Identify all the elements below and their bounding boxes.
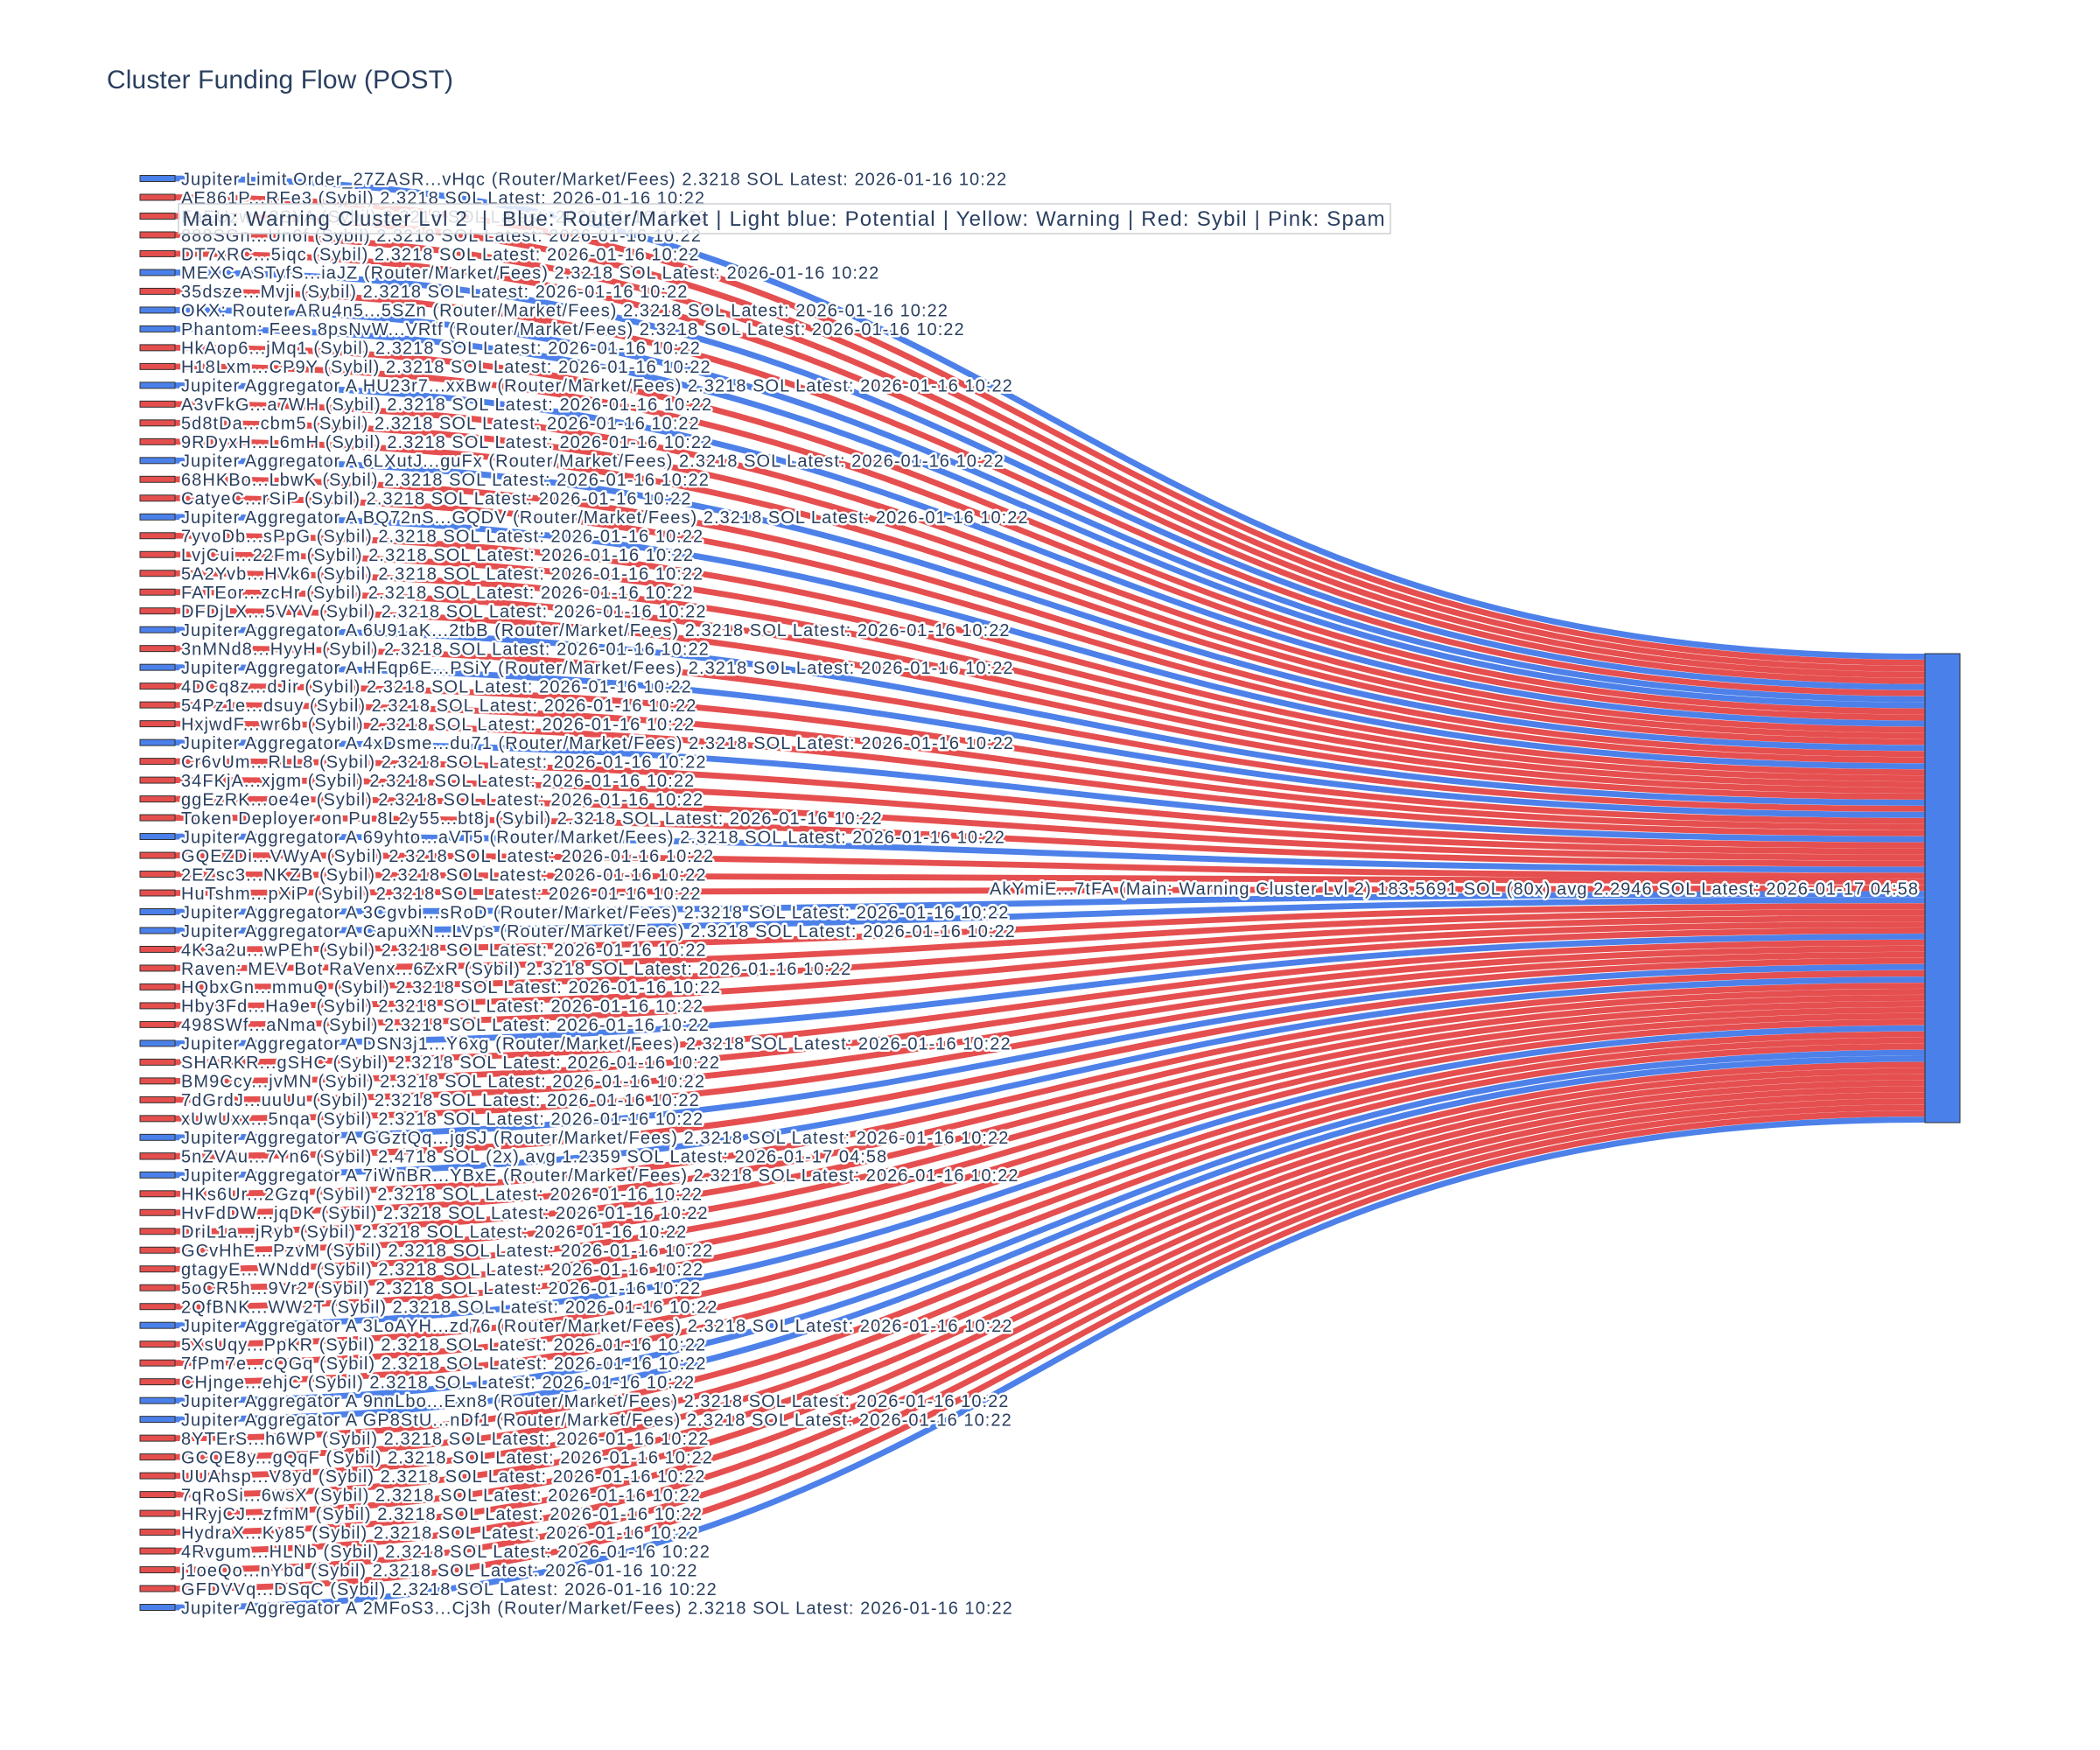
svg-text:2EZsc3...NKZB (Sybil) 2.3218 S: 2EZsc3...NKZB (Sybil) 2.3218 SOL Latest:… — [181, 865, 707, 885]
svg-text:7fPm7e...cQGq (Sybil) 2.3218 S: 7fPm7e...cQGq (Sybil) 2.3218 SOL Latest:… — [181, 1354, 707, 1374]
svg-text:DT7xRC...5iqc (Sybil) 2.3218 S: DT7xRC...5iqc (Sybil) 2.3218 SOL Latest:… — [181, 245, 700, 264]
svg-text:UUAhsp...V8yd (Sybil) 2.3218 S: UUAhsp...V8yd (Sybil) 2.3218 SOL Latest:… — [181, 1467, 705, 1487]
svg-text:HKs6Ur...2Gzq (Sybil) 2.3218 S: HKs6Ur...2Gzq (Sybil) 2.3218 SOL Latest:… — [181, 1186, 703, 1205]
svg-text:Jupiter Aggregator A HFqp6E...: Jupiter Aggregator A HFqp6E...PSiY (Rout… — [181, 659, 1014, 678]
svg-text:5d8tDa...cbm5 (Sybil) 2.3218 S: 5d8tDa...cbm5 (Sybil) 2.3218 SOL Latest:… — [181, 415, 700, 434]
svg-text:Jupiter Aggregator A 7iWnBR...: Jupiter Aggregator A 7iWnBR...YBxE (Rout… — [181, 1166, 1019, 1186]
svg-text:Cr6vUm...RLL8 (Sybil) 2.3218 S: Cr6vUm...RLL8 (Sybil) 2.3218 SOL Latest:… — [181, 752, 707, 772]
svg-text:OKX: Router ARu4n5...5SZn (Rou: OKX: Router ARu4n5...5SZn (Router/Market… — [181, 302, 948, 321]
svg-text:LvjCui...22Fm (Sybil) 2.3218 S: LvjCui...22Fm (Sybil) 2.3218 SOL Latest:… — [181, 546, 694, 565]
svg-text:HxjwdF...wr6b (Sybil) 2.3218 S: HxjwdF...wr6b (Sybil) 2.3218 SOL Latest:… — [181, 715, 695, 734]
svg-text:Hby3Fd...Ha9e (Sybil) 2.3218 S: Hby3Fd...Ha9e (Sybil) 2.3218 SOL Latest:… — [181, 998, 704, 1017]
svg-text:HRyjCJ...zfmM (Sybil) 2.3218 S: HRyjCJ...zfmM (Sybil) 2.3218 SOL Latest:… — [181, 1505, 703, 1524]
svg-text:Jupiter Aggregator A 3LoAYH...: Jupiter Aggregator A 3LoAYH...zd76 (Rout… — [181, 1317, 1013, 1336]
svg-text:Jupiter Aggregator A 6LXutJ...: Jupiter Aggregator A 6LXutJ...guFx (Rout… — [181, 452, 1004, 472]
svg-text:AkYmiE...7tFA (Main: Warning C: AkYmiE...7tFA (Main: Warning Cluster Lvl… — [990, 879, 1919, 899]
svg-text:4DCq8z...dJir (Sybil) 2.3218 S: 4DCq8z...dJir (Sybil) 2.3218 SOL Latest:… — [181, 677, 692, 696]
svg-text:BM9Ccy...jvMN (Sybil) 2.3218 S: BM9Ccy...jvMN (Sybil) 2.3218 SOL Latest:… — [181, 1073, 705, 1092]
svg-text:Phantom: Fees 8psNvW...VRtf (R: Phantom: Fees 8psNvW...VRtf (Router/Mark… — [181, 320, 965, 340]
svg-text:Main: Warning Cluster Lvl 2 |: Main: Warning Cluster Lvl 2 | Blue: Rout… — [183, 207, 1386, 231]
svg-text:34FKjA...xjgm (Sybil) 2.3218 S: 34FKjA...xjgm (Sybil) 2.3218 SOL Latest:… — [181, 772, 695, 791]
svg-text:7yvoDb...sPpG (Sybil) 2.3218 S: 7yvoDb...sPpG (Sybil) 2.3218 SOL Latest:… — [181, 528, 704, 547]
svg-text:5A2Yvb...HVk6 (Sybil) 2.3218 S: 5A2Yvb...HVk6 (Sybil) 2.3218 SOL Latest:… — [181, 565, 704, 584]
svg-text:498SWf...aNma (Sybil) 2.3218 S: 498SWf...aNma (Sybil) 2.3218 SOL Latest:… — [181, 1016, 710, 1035]
svg-text:68HKBo...LbwK (Sybil) 2.3218 S: 68HKBo...LbwK (Sybil) 2.3218 SOL Latest:… — [181, 471, 710, 490]
svg-text:4Rvgum...HLNb (Sybil) 2.3218 S: 4Rvgum...HLNb (Sybil) 2.3218 SOL Latest:… — [181, 1543, 710, 1562]
svg-text:Token Deployer on Pu 8L2y55...: Token Deployer on Pu 8L2y55...bt8j (Sybi… — [181, 809, 883, 829]
svg-text:9RDyxH...L6mH (Sybil) 2.3218 S: 9RDyxH...L6mH (Sybil) 2.3218 SOL Latest:… — [181, 433, 712, 452]
svg-text:FATEor...zcHr (Sybil) 2.3218 S: FATEor...zcHr (Sybil) 2.3218 SOL Latest:… — [181, 584, 694, 603]
svg-text:Jupiter Aggregator A 3Cgvbi...: Jupiter Aggregator A 3Cgvbi...sRoD (Rout… — [181, 903, 1009, 922]
svg-text:4K3a2u...wPEh (Sybil) 2.3218 S: 4K3a2u...wPEh (Sybil) 2.3218 SOL Latest:… — [181, 941, 707, 960]
svg-text:7qRoSi...6wsX (Sybil) 2.3218 S: 7qRoSi...6wsX (Sybil) 2.3218 SOL Latest:… — [181, 1486, 701, 1505]
svg-text:5oCR5h...9Vr2 (Sybil) 2.3218 S: 5oCR5h...9Vr2 (Sybil) 2.3218 SOL Latest:… — [181, 1279, 701, 1298]
svg-text:Cluster Funding Flow (POST): Cluster Funding Flow (POST) — [107, 66, 453, 94]
svg-text:gtagyE...WNdd (Sybil) 2.3218 S: gtagyE...WNdd (Sybil) 2.3218 SOL Latest:… — [181, 1261, 704, 1280]
svg-text:xUwUxx...5nqa (Sybil) 2.3218 S: xUwUxx...5nqa (Sybil) 2.3218 SOL Latest:… — [181, 1110, 704, 1130]
svg-text:Jupiter Limit Order_27ZASR...v: Jupiter Limit Order_27ZASR...vHqc (Route… — [181, 170, 1007, 189]
svg-text:A3vFkG...a7WH (Sybil) 2.3218 S: A3vFkG...a7WH (Sybil) 2.3218 SOL Latest:… — [181, 396, 712, 415]
svg-text:MEXC ASTyfS...iaJZ (Router/Mar: MEXC ASTyfS...iaJZ (Router/Market/Fees) … — [181, 264, 879, 284]
svg-text:HydraX...Ky85 (Sybil) 2.3218 S: HydraX...Ky85 (Sybil) 2.3218 SOL Latest:… — [181, 1523, 699, 1543]
svg-text:Jupiter Aggregator A DSN3j1...: Jupiter Aggregator A DSN3j1...Y6xg (Rout… — [181, 1035, 1012, 1054]
svg-text:CatyeC...rSiP (Sybil) 2.3218 S: CatyeC...rSiP (Sybil) 2.3218 SOL Latest:… — [181, 490, 691, 509]
svg-text:Jupiter Aggregator A 2MFoS3...: Jupiter Aggregator A 2MFoS3...Cj3h (Rout… — [181, 1599, 1013, 1618]
svg-text:SHARKR...gSHC (Sybil) 2.3218 S: SHARKR...gSHC (Sybil) 2.3218 SOL Latest:… — [181, 1054, 720, 1073]
svg-text:ggEzRK...oe4e (Sybil) 2.3218 S: ggEzRK...oe4e (Sybil) 2.3218 SOL Latest:… — [181, 790, 704, 809]
svg-text:5nZVAu...7Yn6 (Sybil) 2.4718 S: 5nZVAu...7Yn6 (Sybil) 2.4718 SOL (2x) av… — [181, 1148, 887, 1167]
svg-text:HvFdDW...jqDK (Sybil) 2.3218 S: HvFdDW...jqDK (Sybil) 2.3218 SOL Latest:… — [181, 1204, 709, 1223]
svg-text:3nMNd8...HyyH (Sybil) 2.3218 S: 3nMNd8...HyyH (Sybil) 2.3218 SOL Latest:… — [181, 640, 710, 659]
svg-text:GFDVVq...DSqC (Sybil) 2.3218 S: GFDVVq...DSqC (Sybil) 2.3218 SOL Latest:… — [181, 1580, 718, 1600]
svg-text:GCQE8y...gQqF (Sybil) 2.3218 S: GCQE8y...gQqF (Sybil) 2.3218 SOL Latest:… — [181, 1448, 713, 1467]
svg-text:7dGrdJ...uuUu (Sybil) 2.3218 S: 7dGrdJ...uuUu (Sybil) 2.3218 SOL Latest:… — [181, 1091, 700, 1110]
svg-text:GCvHhE...PzvM (Sybil) 2.3218 S: GCvHhE...PzvM (Sybil) 2.3218 SOL Latest:… — [181, 1242, 713, 1261]
svg-text:Jupiter Aggregator A 6U91aK...: Jupiter Aggregator A 6U91aK...2tbB (Rout… — [181, 621, 1011, 640]
svg-text:Jupiter Aggregator A GGztQq...: Jupiter Aggregator A GGztQq...jgSJ (Rout… — [181, 1129, 1009, 1148]
svg-text:54Pz1e...dsuy (Sybil) 2.3218 S: 54Pz1e...dsuy (Sybil) 2.3218 SOL Latest:… — [181, 696, 696, 716]
svg-text:Jupiter Aggregator A GP8StU...: Jupiter Aggregator A GP8StU...nDf1 (Rout… — [181, 1410, 1012, 1430]
svg-text:Jupiter Aggregator A CapuXN...: Jupiter Aggregator A CapuXN...LVps (Rout… — [181, 922, 1016, 942]
svg-text:DFDjLX...5VYV (Sybil) 2.3218 S: DFDjLX...5VYV (Sybil) 2.3218 SOL Latest:… — [181, 603, 707, 622]
svg-text:HkAop6...jMq1 (Sybil) 2.3218 S: HkAop6...jMq1 (Sybil) 2.3218 SOL Latest:… — [181, 340, 701, 359]
svg-text:j1oeQo...nYbd (Sybil) 2.3218 S: j1oeQo...nYbd (Sybil) 2.3218 SOL Latest:… — [180, 1561, 698, 1580]
svg-text:Jupiter Aggregator A 4xDsme...: Jupiter Aggregator A 4xDsme...du71 (Rout… — [181, 734, 1014, 753]
svg-text:CHjnge...ehjC (Sybil) 2.3218 S: CHjnge...ehjC (Sybil) 2.3218 SOL Latest:… — [181, 1373, 695, 1392]
svg-text:Jupiter Aggregator A HU23r7...: Jupiter Aggregator A HU23r7...xxBw (Rout… — [181, 377, 1013, 396]
svg-text:HuTshm...pXiP (Sybil) 2.3218 S: HuTshm...pXiP (Sybil) 2.3218 SOL Latest:… — [181, 885, 702, 904]
svg-text:Jupiter Aggregator A 69yhto...: Jupiter Aggregator A 69yhto...aVT5 (Rout… — [181, 828, 1005, 847]
svg-text:35dsze...Mvji (Sybil) 2.3218 S: 35dsze...Mvji (Sybil) 2.3218 SOL Latest:… — [181, 283, 688, 302]
svg-text:H18Lxm...CP9Y (Sybil) 2.3218 S: H18Lxm...CP9Y (Sybil) 2.3218 SOL Latest:… — [181, 358, 711, 377]
svg-text:5XsUqy...PpKR (Sybil) 2.3218 S: 5XsUqy...PpKR (Sybil) 2.3218 SOL Latest:… — [181, 1335, 706, 1354]
svg-text:HQbxGn...mmuQ (Sybil) 2.3218 S: HQbxGn...mmuQ (Sybil) 2.3218 SOL Latest:… — [181, 978, 721, 998]
svg-text:Jupiter Aggregator A 9nnLbo...: Jupiter Aggregator A 9nnLbo...Exn8 (Rout… — [181, 1392, 1009, 1411]
svg-text:2QfBNK...WW2T (Sybil) 2.3218 S: 2QfBNK...WW2T (Sybil) 2.3218 SOL Latest:… — [181, 1298, 718, 1318]
svg-text:DriL1a...jRyb (Sybil) 2.3218 S: DriL1a...jRyb (Sybil) 2.3218 SOL Latest:… — [181, 1223, 687, 1242]
svg-text:GQEZDi...VWyA (Sybil) 2.3218 S: GQEZDi...VWyA (Sybil) 2.3218 SOL Latest:… — [181, 847, 714, 866]
svg-text:Jupiter Aggregator A BQ72nS...: Jupiter Aggregator A BQ72nS...GQDV (Rout… — [181, 508, 1029, 528]
svg-text:8YTErS...h6WP (Sybil) 2.3218 S: 8YTErS...h6WP (Sybil) 2.3218 SOL Latest:… — [181, 1430, 710, 1449]
svg-text:Raven: MEV Bot RaVenx...6ZxR (: Raven: MEV Bot RaVenx...6ZxR (Sybil) 2.3… — [181, 960, 851, 979]
